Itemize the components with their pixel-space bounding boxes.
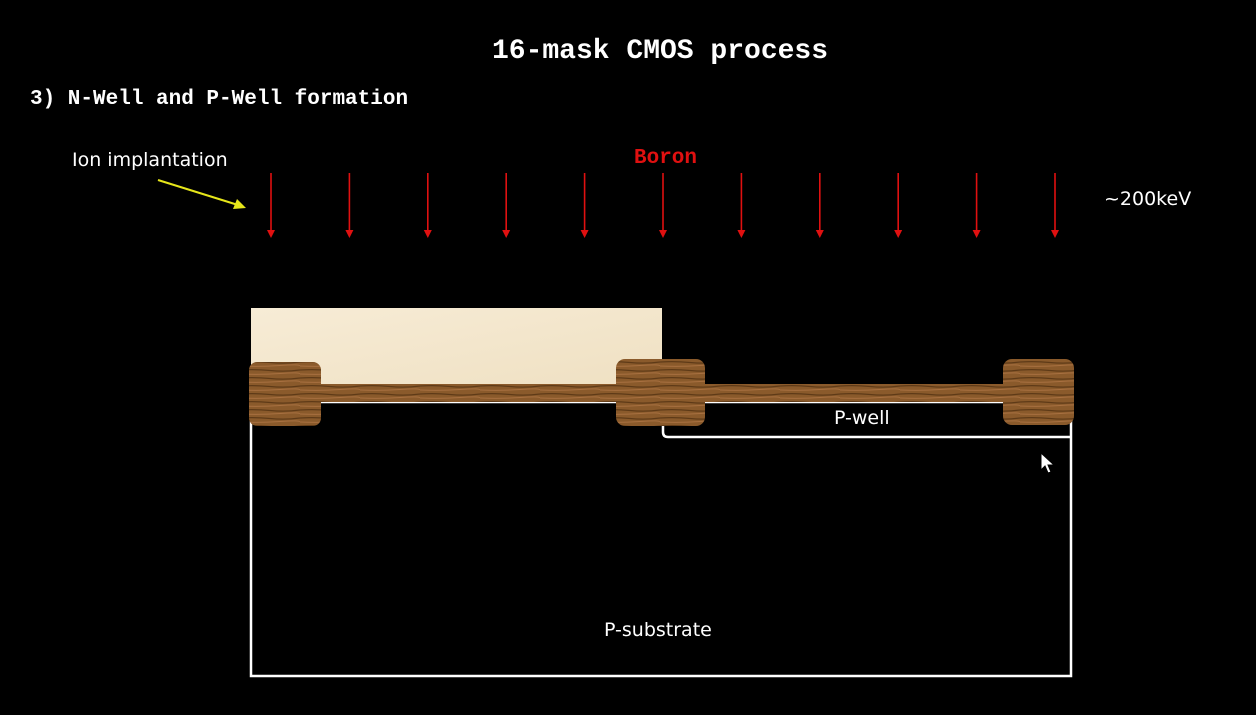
implant-arrow	[345, 173, 354, 238]
dopant-label: Boron	[634, 147, 698, 170]
implant-arrow	[502, 173, 511, 238]
field-oxide-center	[616, 359, 705, 426]
implant-arrow	[423, 173, 432, 238]
implant-arrow	[815, 173, 824, 238]
implant-arrow	[267, 173, 275, 238]
implant-arrow	[659, 173, 667, 238]
slide-title: 16-mask CMOS process	[491, 36, 829, 67]
ion-implantation-label: Ion implantation	[72, 149, 228, 171]
p-well-label: P-well	[834, 407, 890, 429]
implant-arrow	[737, 173, 746, 238]
thin-oxide-right	[690, 384, 1020, 402]
field-oxide-right	[1003, 359, 1074, 425]
implant-arrow	[1051, 173, 1059, 238]
pointer-arrow	[157, 179, 246, 209]
implant-arrow	[894, 173, 903, 238]
implant-arrow	[580, 173, 589, 238]
p-substrate-label: P-substrate	[604, 619, 712, 641]
thin-oxide-left	[300, 384, 640, 402]
field-oxide-left	[249, 362, 321, 426]
step-heading: 3) N-Well and P-Well formation	[30, 88, 409, 111]
mouse-cursor-icon	[1040, 452, 1056, 474]
energy-label: ~200keV	[1104, 188, 1192, 210]
implant-arrow	[972, 173, 981, 238]
p-well-outline	[661, 402, 1071, 439]
implant-arrows	[267, 173, 1059, 238]
